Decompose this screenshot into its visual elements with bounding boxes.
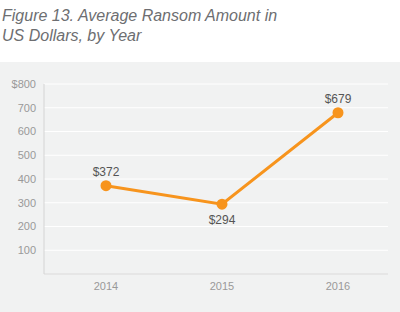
svg-text:2014: 2014 [94, 280, 118, 292]
html-text:Figure 13. Average Ransom Amou: Figure 13. Average Ransom Amount in US D… [2, 7, 278, 44]
svg-text:$372: $372 [93, 165, 120, 179]
svg-text:600: 600 [18, 125, 36, 137]
svg-text:$294: $294 [209, 213, 236, 227]
svg-text:700: 700 [18, 102, 36, 114]
svg-text:200: 200 [18, 220, 36, 232]
svg-text:2015: 2015 [210, 280, 234, 292]
svg-text:100: 100 [18, 244, 36, 256]
svg-text:400: 400 [18, 173, 36, 185]
svg-text:500: 500 [18, 149, 36, 161]
svg-text:2016: 2016 [326, 280, 350, 292]
svg-text:$679: $679 [325, 92, 352, 106]
svg-text:300: 300 [18, 197, 36, 209]
svg-text:$800: $800 [12, 78, 36, 90]
